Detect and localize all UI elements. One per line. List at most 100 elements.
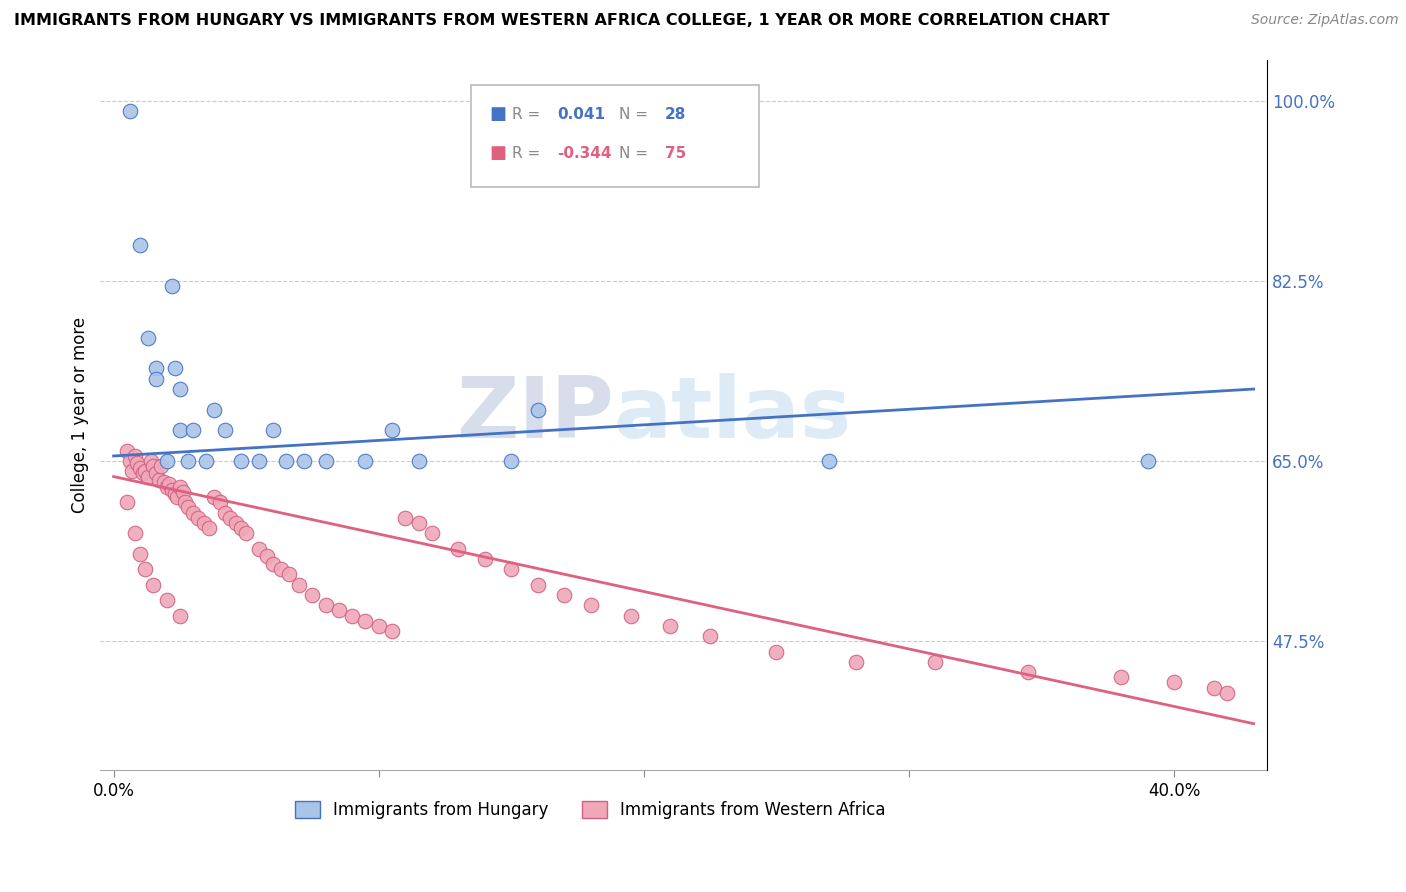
Text: IMMIGRANTS FROM HUNGARY VS IMMIGRANTS FROM WESTERN AFRICA COLLEGE, 1 YEAR OR MOR: IMMIGRANTS FROM HUNGARY VS IMMIGRANTS FR… xyxy=(14,13,1109,29)
Text: Source: ZipAtlas.com: Source: ZipAtlas.com xyxy=(1251,13,1399,28)
Point xyxy=(420,526,443,541)
Point xyxy=(235,526,257,541)
Point xyxy=(501,562,523,576)
Point xyxy=(527,402,550,417)
Point xyxy=(924,655,946,669)
Point xyxy=(157,476,180,491)
Point xyxy=(115,443,138,458)
Point xyxy=(501,454,523,468)
Point xyxy=(156,593,179,607)
Text: ■: ■ xyxy=(489,145,506,162)
Point xyxy=(193,516,215,530)
Point xyxy=(270,562,292,576)
Point xyxy=(527,577,550,591)
Point xyxy=(354,454,377,468)
Text: 0.041: 0.041 xyxy=(557,107,605,121)
Point xyxy=(124,449,146,463)
Point xyxy=(394,510,416,524)
Point xyxy=(127,456,149,470)
Point xyxy=(118,454,141,468)
Point xyxy=(229,454,252,468)
Text: R =: R = xyxy=(512,146,546,161)
Y-axis label: College, 1 year or more: College, 1 year or more xyxy=(72,317,89,513)
Point xyxy=(408,516,430,530)
Point xyxy=(1202,681,1225,695)
Point xyxy=(315,599,337,613)
Point xyxy=(129,461,152,475)
Point xyxy=(134,465,156,479)
Text: atlas: atlas xyxy=(613,373,852,457)
Text: ZIP: ZIP xyxy=(456,373,613,457)
Point xyxy=(262,423,284,437)
Point xyxy=(381,423,404,437)
Point xyxy=(1017,665,1039,680)
Point xyxy=(408,454,430,468)
Point xyxy=(229,521,252,535)
Point xyxy=(219,510,242,524)
Point xyxy=(142,577,165,591)
Point xyxy=(294,454,316,468)
Point xyxy=(134,562,156,576)
Point xyxy=(328,603,350,617)
Point xyxy=(145,361,167,376)
Point xyxy=(166,490,188,504)
Point xyxy=(579,599,602,613)
Point xyxy=(659,619,682,633)
Point xyxy=(1136,454,1159,468)
Point xyxy=(845,655,868,669)
Text: ■: ■ xyxy=(489,105,506,123)
Point xyxy=(765,644,787,658)
Point xyxy=(145,467,167,481)
Point xyxy=(474,552,496,566)
Point xyxy=(148,473,170,487)
Point xyxy=(447,541,470,556)
Text: 28: 28 xyxy=(665,107,686,121)
Point xyxy=(381,624,404,638)
Point xyxy=(172,485,194,500)
Point xyxy=(818,454,841,468)
Point xyxy=(174,495,197,509)
Point xyxy=(153,475,176,489)
Point xyxy=(142,459,165,474)
Point xyxy=(160,279,183,293)
Point xyxy=(121,465,143,479)
Point xyxy=(169,608,191,623)
Point xyxy=(202,490,225,504)
Point xyxy=(115,495,138,509)
Point xyxy=(132,467,155,481)
Text: 75: 75 xyxy=(665,146,686,161)
Point xyxy=(208,495,231,509)
Point xyxy=(1163,675,1185,690)
Point xyxy=(150,459,173,474)
Point xyxy=(156,480,179,494)
Point xyxy=(354,614,377,628)
Point xyxy=(156,454,179,468)
Point xyxy=(181,506,204,520)
Point xyxy=(145,372,167,386)
Point xyxy=(202,402,225,417)
Point xyxy=(124,526,146,541)
Point xyxy=(118,104,141,119)
Point xyxy=(136,469,159,483)
Text: R =: R = xyxy=(512,107,546,121)
Text: -0.344: -0.344 xyxy=(557,146,612,161)
Text: N =: N = xyxy=(619,146,652,161)
Point xyxy=(136,330,159,344)
Point xyxy=(262,557,284,571)
Point xyxy=(198,521,221,535)
Point xyxy=(139,454,162,468)
Point xyxy=(160,483,183,497)
Point xyxy=(169,423,191,437)
Point xyxy=(553,588,575,602)
Point xyxy=(249,454,271,468)
Point xyxy=(163,361,186,376)
Point xyxy=(225,516,247,530)
Point xyxy=(301,588,323,602)
Point xyxy=(342,608,364,623)
Point xyxy=(214,423,236,437)
Point xyxy=(1109,670,1132,684)
Point xyxy=(181,423,204,437)
Point xyxy=(256,549,278,563)
Point xyxy=(274,454,297,468)
Point xyxy=(163,487,186,501)
